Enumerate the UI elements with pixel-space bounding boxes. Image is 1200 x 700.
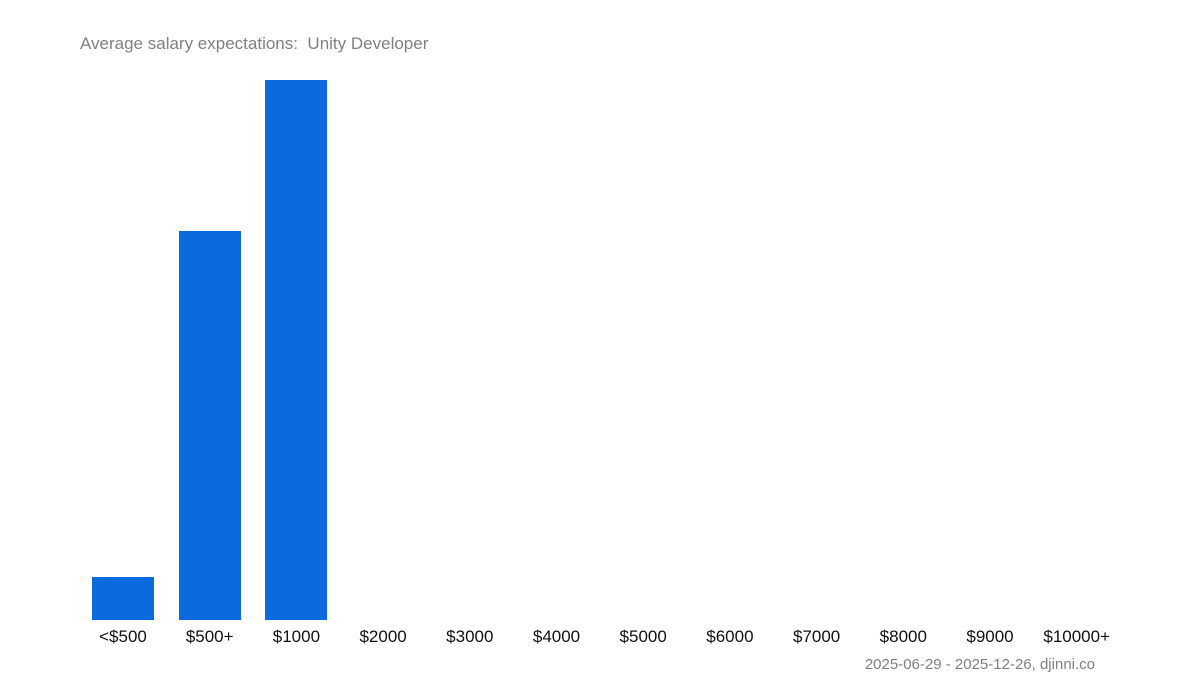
x-tick-label: $3000 (446, 627, 494, 646)
plot-area (80, 80, 1120, 620)
x-tick-label: $2000 (359, 627, 407, 646)
x-tick-label: $9000 (966, 627, 1014, 646)
x-tick-label: $8000 (879, 627, 927, 646)
x-tick-label: <$500 (99, 627, 147, 646)
x-tick-label: $4000 (532, 627, 581, 646)
x-tick-label: $6000 (706, 627, 754, 646)
bar (178, 231, 241, 620)
x-tick-label: $7000 (792, 627, 841, 646)
bar (265, 80, 328, 620)
bar (92, 576, 154, 620)
chart-title: Average salary expectations: Unity Devel… (80, 34, 429, 53)
x-tick-label: $10000+ (1043, 627, 1111, 646)
date-range-source: 2025-06-29 - 2025-12-26, djinni.co (864, 656, 1095, 673)
x-tick-label: $1000 (272, 627, 321, 646)
x-tick-label: $5000 (619, 627, 667, 646)
x-tick-label: $500+ (185, 627, 234, 646)
